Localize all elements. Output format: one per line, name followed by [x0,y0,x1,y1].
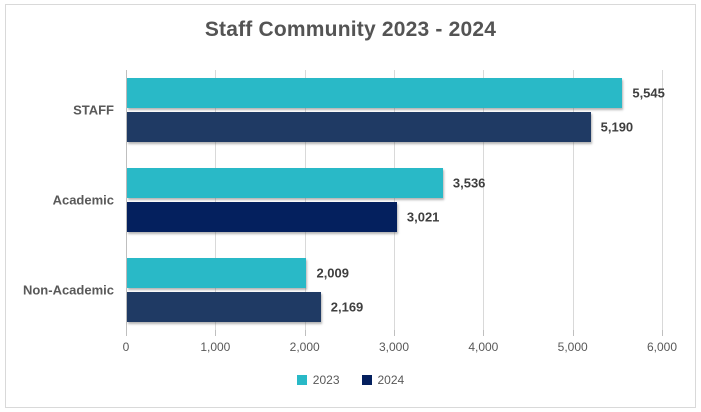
bar-2024-non-academic [127,292,321,322]
value-label: 5,190 [600,119,634,135]
legend-item-2023: 2023 [296,373,340,387]
gridline [662,70,663,330]
value-label: 2,009 [316,265,350,281]
bar-2023-staff [127,78,623,108]
gridline [483,70,485,330]
legend-label-2023: 2023 [312,373,340,387]
chart-title: Staff Community 2023 - 2024 [204,18,497,41]
x-tick-label: 0 [122,340,130,354]
legend-item-2024: 2024 [361,373,405,387]
bar-2023-non-academic [127,258,307,288]
x-tick-label: 3,000 [378,340,410,354]
tick-mark [572,330,574,336]
legend-swatch-2024 [361,375,372,385]
value-label: 3,536 [452,175,486,191]
legend-swatch-2023 [296,375,307,385]
gridline [304,70,306,330]
tick-mark [483,330,485,336]
gridline [394,70,395,330]
x-tick-label: 2,000 [289,340,320,354]
bar-2024-academic [127,202,397,232]
gridline [215,70,217,330]
bar-2024-staff [127,112,591,142]
x-tick-label: 6,000 [646,340,678,354]
x-tick-label: 1,000 [200,340,231,354]
tick-mark [126,330,127,336]
gridline [572,70,574,330]
value-label: 5,545 [632,85,665,101]
value-label: 2,169 [330,299,364,315]
legend: 2023 2024 [0,373,701,387]
value-label: 3,021 [406,209,440,225]
gridline [126,70,127,330]
category-label: Non-Academic [22,282,114,298]
tick-mark [215,330,217,336]
legend-label-2024: 2024 [377,373,405,387]
tick-mark [394,330,395,336]
plot-area [126,70,663,330]
tick-mark [662,330,663,336]
category-label: STAFF [73,102,114,118]
x-tick-label: 5,000 [557,340,588,354]
x-tick-label: 4,000 [468,340,499,354]
tick-mark [304,330,306,336]
bar-2023-academic [127,168,443,198]
category-label: Academic [52,192,114,208]
